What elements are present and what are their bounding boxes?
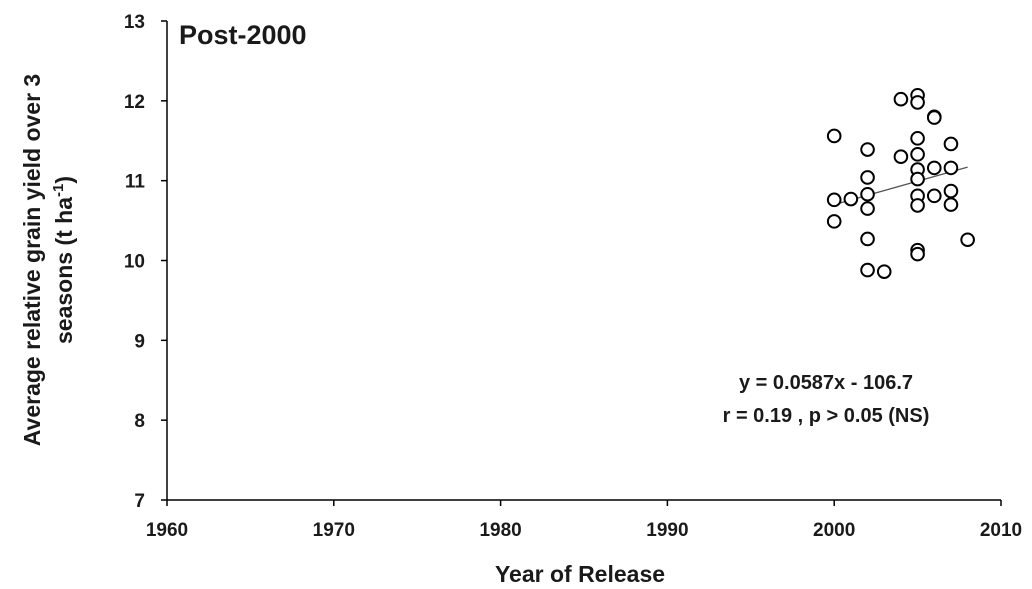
data-point — [926, 160, 942, 176]
data-point — [910, 198, 925, 213]
data-point — [943, 197, 959, 212]
y-axis-title-line2-close: ) — [51, 176, 77, 184]
data-point — [910, 131, 925, 146]
y-axis-title: Average relative grain yield over 3 — [19, 74, 45, 446]
data-points — [826, 87, 975, 279]
x-tick-label: 1960 — [146, 520, 188, 541]
y-axis-title-2: seasons (t ha-1) — [50, 176, 77, 344]
data-point — [860, 231, 875, 247]
data-point — [826, 214, 842, 229]
x-axis-title: Year of Release — [495, 561, 665, 587]
y-axis-title-line1: Average relative grain yield over 3 — [19, 74, 45, 446]
x-tick-label: 1980 — [479, 520, 521, 541]
y-tick-label: 7 — [134, 491, 145, 512]
data-point — [910, 246, 925, 262]
regression-equation: y = 0.0587x - 106.7 — [739, 372, 913, 394]
data-point — [910, 171, 925, 187]
y-tick-label: 13 — [124, 12, 145, 33]
x-ticks: 1960 1970 1980 1990 2000 2010 — [146, 500, 1022, 541]
y-tick-label: 11 — [125, 172, 146, 193]
data-point — [960, 232, 975, 248]
data-point — [926, 188, 942, 204]
data-point — [860, 142, 875, 157]
data-point — [910, 95, 925, 110]
data-point — [926, 110, 942, 125]
data-point — [876, 264, 892, 279]
y-tick-label: 12 — [124, 92, 145, 113]
regression-stats: r = 0.19 , p > 0.05 (NS) — [723, 405, 930, 427]
data-point — [860, 186, 875, 202]
data-point — [910, 147, 925, 162]
panel-title: Post-2000 — [179, 20, 307, 50]
x-tick-label: 1970 — [313, 520, 355, 541]
data-point — [843, 191, 859, 207]
axes: 7 8 9 10 11 12 13 1960 1970 1980 1990 2000 2010 — [124, 12, 1022, 541]
x-tick-label: 2000 — [813, 520, 855, 541]
y-tick-label: 9 — [134, 331, 145, 352]
data-point — [943, 183, 959, 199]
data-point — [893, 149, 909, 165]
y-axis-title-line2-main: seasons (t ha — [51, 197, 77, 344]
data-point — [893, 91, 909, 107]
x-tick-label: 1990 — [646, 520, 688, 541]
data-point — [860, 170, 875, 185]
y-ticks: 7 8 9 10 11 12 13 — [124, 12, 167, 512]
x-tick-label: 2010 — [980, 520, 1022, 541]
y-axis-title-unit-superscript: -1 — [50, 184, 67, 197]
data-point — [826, 128, 842, 144]
data-point — [826, 192, 842, 208]
data-point — [860, 262, 875, 278]
data-point — [860, 201, 875, 216]
y-tick-label: 10 — [124, 252, 145, 273]
data-point — [943, 160, 959, 176]
data-point — [943, 136, 959, 152]
y-axis-title-line2: seasons (t ha-1) — [50, 176, 77, 344]
y-tick-label: 8 — [134, 411, 145, 432]
